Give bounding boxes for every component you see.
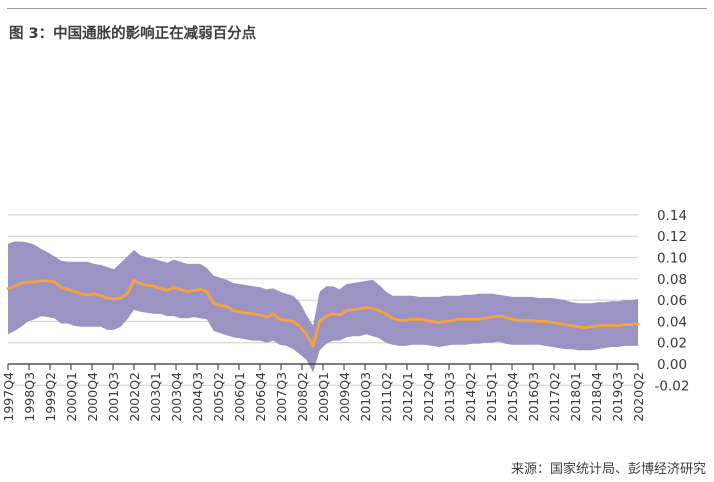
x-tick-label: 2015Q4 (505, 372, 520, 422)
x-tick-label: 2018Q4 (589, 372, 604, 422)
top-rule (7, 8, 707, 9)
x-tick-label: 2009Q4 (337, 372, 352, 422)
x-tick-label: 2012Q4 (421, 372, 436, 422)
y-tick-label: 0.00 (657, 357, 687, 373)
x-tick-label: 2006Q1 (232, 372, 247, 422)
source-note: 来源：国家统计局、彭博经济研究 (510, 462, 706, 477)
y-tick-label: 0.04 (657, 314, 687, 330)
x-tick-label: 2019Q3 (610, 372, 625, 422)
x-tick-label: 2003Q4 (169, 372, 184, 422)
estimate-line (6, 278, 640, 348)
chart-title: 图 3：中国通胀的影响正在减弱百分点 (9, 26, 257, 42)
x-tick-label: 2003Q1 (148, 372, 163, 422)
x-tick-label: 1998Q3 (22, 372, 37, 422)
x-tick-label: 2011Q2 (379, 372, 394, 422)
x-tick-label: 2010Q3 (358, 372, 373, 422)
x-tick-label: 1999Q2 (43, 372, 58, 422)
x-tick-label: 2009Q1 (316, 372, 331, 422)
x-tick-label: 2000Q4 (85, 372, 100, 422)
y-tick-label: 0.08 (657, 272, 687, 288)
x-tick-label: 2002Q2 (127, 372, 142, 422)
y-tick-label: 0.14 (657, 208, 687, 224)
x-tick-label: 2016Q3 (526, 372, 541, 422)
x-tick-label: 2004Q3 (190, 372, 205, 422)
confidence-band (8, 241, 638, 373)
x-tick-label: 2005Q2 (211, 372, 226, 422)
y-tick-label: 0.10 (657, 251, 687, 267)
x-tick-label: 2000Q1 (64, 372, 79, 422)
x-tick-label: 2015Q1 (484, 372, 499, 422)
y-tick-label: 0.06 (657, 293, 687, 309)
x-tick-label: 2017Q2 (547, 372, 562, 422)
y-tick-label: -0.02 (655, 378, 690, 394)
x-tick-label: 2014Q2 (463, 372, 478, 422)
x-tick-label: 2020Q2 (631, 372, 646, 422)
x-tick-label: 1997Q4 (1, 372, 16, 422)
x-tick-label: 2012Q1 (400, 372, 415, 422)
x-tick-label: 2018Q1 (568, 372, 583, 422)
x-tick-label: 2008Q2 (295, 372, 310, 422)
x-tick-label: 2001Q3 (106, 372, 121, 422)
x-tick-label: 2006Q4 (253, 372, 268, 422)
x-tick-label: 2013Q3 (442, 372, 457, 422)
y-tick-label: 0.02 (657, 336, 687, 352)
y-tick-label: 0.12 (657, 229, 687, 245)
x-tick-label: 2007Q3 (274, 372, 289, 422)
